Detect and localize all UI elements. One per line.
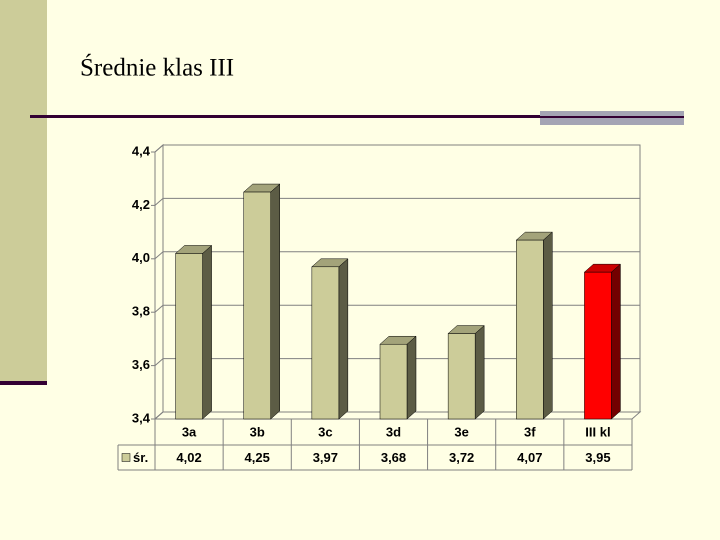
bar-side bbox=[338, 258, 349, 420]
slide-title: Średnie klas III bbox=[80, 54, 234, 82]
bar-side bbox=[543, 231, 553, 420]
x-tick-label: 3f bbox=[524, 424, 536, 439]
bar bbox=[379, 343, 408, 420]
x-tick-label: 3b bbox=[250, 424, 265, 439]
side-wall bbox=[154, 143, 164, 421]
title-rule bbox=[30, 115, 542, 118]
side-band-edge bbox=[0, 381, 47, 385]
y-tick-label: 3,4 bbox=[132, 410, 151, 425]
y-tick-label: 4,2 bbox=[132, 197, 150, 212]
table-value: 3,95 bbox=[585, 450, 610, 465]
grid-line-side bbox=[154, 198, 164, 206]
grid-line-side bbox=[154, 304, 164, 313]
table-value: 4,02 bbox=[176, 450, 201, 465]
bar-side bbox=[270, 183, 280, 420]
bar-side bbox=[611, 263, 621, 420]
bar bbox=[516, 239, 544, 420]
side-band bbox=[0, 0, 47, 383]
bar bbox=[584, 271, 612, 420]
x-tick-label: 3a bbox=[182, 424, 197, 439]
y-tick-label: 3,6 bbox=[132, 357, 150, 372]
bar-side bbox=[202, 244, 212, 420]
bar bbox=[447, 333, 476, 420]
table-value: 4,25 bbox=[245, 450, 270, 465]
bar bbox=[243, 191, 271, 420]
x-tick-label: III kl bbox=[585, 424, 610, 439]
legend-label: śr. bbox=[133, 450, 148, 465]
bar-side bbox=[474, 325, 485, 420]
grid-line-side bbox=[154, 411, 164, 420]
bar bbox=[311, 266, 340, 420]
chart: 3,4 3,6 3,8 4,0 4,2 4,4 śr. 3a 4,02 3b 4,25 3c 3,97 3… bbox=[117, 143, 642, 471]
bar bbox=[175, 253, 203, 420]
table-value: 3,97 bbox=[313, 450, 338, 465]
table-value: 3,72 bbox=[449, 450, 474, 465]
x-tick-label: 3d bbox=[386, 424, 401, 439]
legend-swatch bbox=[121, 453, 131, 462]
table-value: 4,07 bbox=[517, 450, 542, 465]
title-rule-line bbox=[540, 116, 684, 118]
x-tick-label: 3c bbox=[318, 424, 332, 439]
grid-line-side bbox=[154, 358, 164, 366]
y-tick-label: 3,8 bbox=[132, 304, 150, 319]
x-tick-label: 3e bbox=[454, 424, 468, 439]
grid-line-side bbox=[154, 144, 164, 153]
table-value: 3,68 bbox=[381, 450, 406, 465]
y-tick-label: 4,4 bbox=[132, 143, 151, 158]
grid-line-side bbox=[154, 251, 164, 260]
bar-side bbox=[406, 335, 417, 420]
y-tick-label: 4,0 bbox=[132, 250, 150, 265]
